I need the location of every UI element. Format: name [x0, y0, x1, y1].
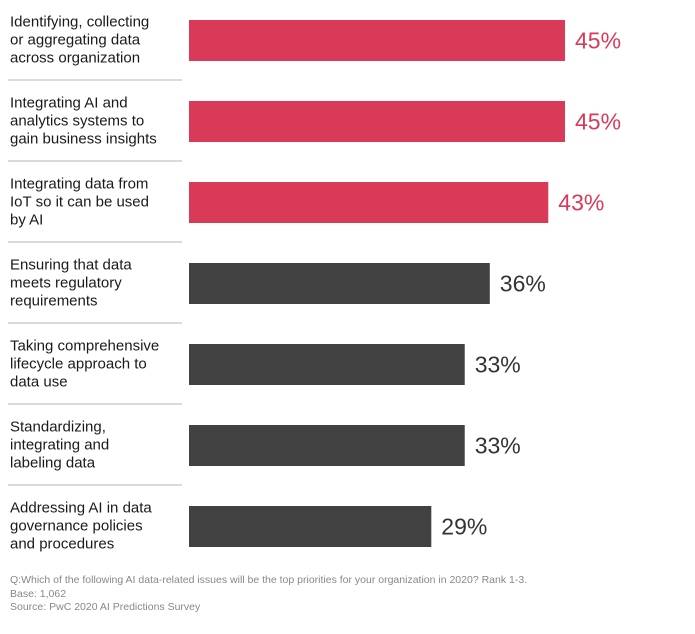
bar-1 [189, 20, 565, 61]
bar-6 [189, 425, 465, 466]
category-label-7: Addressing AI in data governance policies… [10, 500, 152, 553]
category-label-6: Standardizing, integrating and labeling da… [10, 419, 109, 472]
category-label-5: Taking comprehensive lifecycle approach t… [10, 338, 159, 391]
value-label-4: 36% [500, 271, 546, 297]
footnote-question: Q:Which of the following AI data-related… [10, 574, 528, 586]
category-label-4: Ensuring that data meets regulatory requir… [10, 257, 132, 310]
footnote-base: Base: 1,062 [10, 587, 67, 600]
value-label-1: 45% [575, 28, 621, 54]
bar-2 [189, 101, 565, 142]
value-label-6: 33% [475, 433, 521, 459]
bar-chart: 45% Identifying, collecting or aggregating… [8, 14, 621, 553]
bar-5 [189, 344, 465, 385]
footnote-source: Source: PwC 2020 AI Predictions Survey [10, 601, 201, 613]
value-label-7: 29% [441, 514, 487, 540]
chart-footnote: Q:Which of the following AI data-related… [10, 574, 690, 615]
bar-7 [189, 506, 432, 547]
value-label-2: 45% [575, 109, 621, 135]
category-label-2: Integrating AI and analytics systems to ga… [10, 95, 157, 148]
value-label-3: 43% [558, 190, 604, 216]
value-label-5: 33% [475, 352, 521, 378]
category-label-3: Integrating data from IoT so it can be us… [10, 176, 149, 229]
bar-3 [189, 182, 549, 223]
bar-4 [189, 263, 490, 304]
category-label-1: Identifying, collecting or aggregating da… [10, 14, 149, 67]
